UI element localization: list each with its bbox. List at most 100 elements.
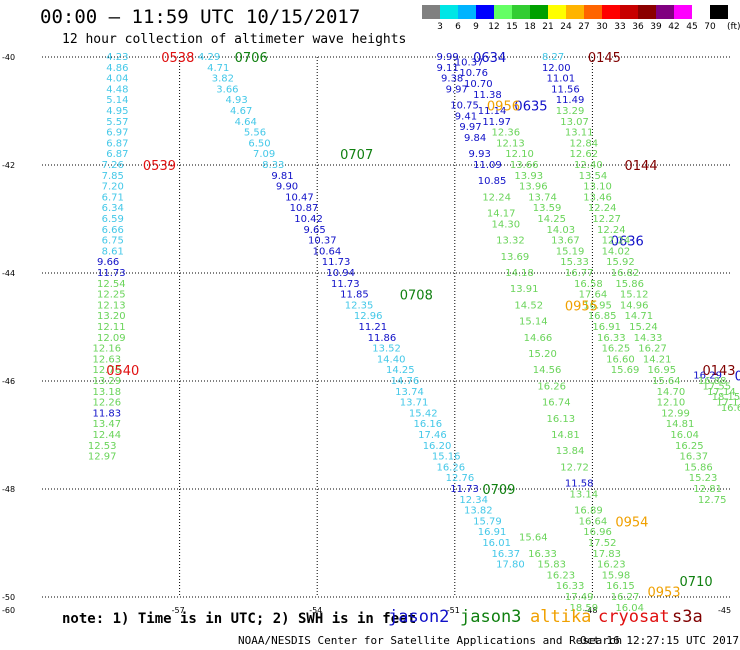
wave-height-value: 15.12: [620, 290, 649, 301]
color-scale-label: 36: [632, 22, 644, 32]
wave-height-value: 16.58: [574, 279, 603, 290]
wave-height-value: 16.16: [414, 419, 443, 430]
wave-height-value: 7.20: [102, 182, 124, 193]
color-swatch: [548, 5, 566, 19]
wave-height-value: 16.23: [547, 570, 576, 581]
wave-height-value: 9.99: [436, 52, 458, 63]
wave-height-value: 10.37: [455, 57, 484, 68]
wave-height-value: 13.54: [579, 171, 608, 182]
wave-height-value: 14.25: [386, 365, 415, 376]
wave-height-value: 3.82: [212, 74, 234, 85]
wave-height-value: 16.77: [565, 268, 594, 279]
wave-height-value: 11.83: [92, 408, 121, 419]
wave-height-value: 9.97: [446, 84, 468, 95]
wave-height-value: 4.48: [106, 84, 128, 95]
wave-height-value: 15.83: [537, 560, 566, 571]
wave-height-value: 6.87: [106, 138, 128, 149]
wave-height-value: 4.95: [106, 106, 128, 117]
wave-height-value: 16.29: [693, 371, 722, 382]
color-scale-label: 70: [704, 22, 716, 32]
wave-height-value: 4.64: [235, 117, 257, 128]
color-swatch: [656, 5, 674, 19]
wave-height-value: 6.71: [102, 192, 124, 203]
wave-height-value: 6.59: [102, 214, 124, 225]
wave-height-value: 15.24: [629, 322, 658, 333]
color-scale-label: 33: [614, 22, 626, 32]
wave-height-value: 13.10: [583, 182, 612, 193]
wave-height-value: 16.6: [721, 403, 740, 414]
wave-height-value: 12.10: [657, 398, 686, 409]
wave-height-value: 14.81: [666, 419, 695, 430]
wave-height-value: 11.73: [97, 268, 126, 279]
wave-height-value: 16.60: [606, 354, 635, 365]
wave-height-value: 10.64: [313, 246, 342, 257]
wave-height-value: 13.47: [92, 419, 121, 430]
wave-height-value: 12.72: [560, 462, 589, 473]
map-subtitle: 12 hour collection of altimeter wave hei…: [62, 32, 407, 47]
wave-height-value: 16.64: [579, 516, 608, 527]
wave-height-value: 16.01: [482, 538, 511, 549]
wave-height-value: 17.55: [702, 381, 731, 392]
wave-height-value: 10.42: [294, 214, 323, 225]
lat-tick-label: -44: [2, 269, 15, 278]
wave-height-value: 16.15: [606, 581, 635, 592]
color-scale-label: 24: [560, 22, 572, 32]
color-swatch: [638, 5, 656, 19]
wave-height-value: 13.29: [92, 376, 121, 387]
color-scale-label: 3: [437, 22, 443, 32]
wave-height-value: 14.17: [487, 209, 516, 220]
color-swatch: [692, 5, 710, 19]
color-swatch: [512, 5, 530, 19]
wave-height-value: 13.32: [496, 236, 525, 247]
wave-height-value: 13.69: [501, 252, 530, 263]
pass-time-label: 0144: [625, 159, 658, 174]
color-scale-label: 27: [578, 22, 590, 32]
wave-height-value: 16.95: [583, 300, 612, 311]
wave-height-value: 16.23: [597, 560, 626, 571]
wave-height-value: 4.71: [207, 63, 229, 74]
wave-height-value: 16.26: [436, 462, 465, 473]
wave-height-value: 13.46: [583, 192, 612, 203]
wave-height-value: 16.04: [615, 603, 644, 614]
wave-height-value: 16.26: [537, 381, 566, 392]
lat-tick-label: -42: [2, 161, 15, 170]
legend-s3a: s3a: [672, 607, 703, 627]
wave-height-value: 16.95: [647, 365, 676, 376]
wave-height-value: 12.25: [97, 290, 126, 301]
wave-height-value: 13.67: [551, 236, 580, 247]
wave-height-value: 15.16: [432, 452, 461, 463]
wave-height-value: 13.82: [464, 506, 493, 517]
wave-height-value: 17.46: [418, 430, 447, 441]
wave-height-value: 13.18: [92, 387, 121, 398]
color-swatch: [602, 5, 620, 19]
wave-height-value: 9.90: [276, 182, 298, 193]
wave-height-value: 12.36: [491, 128, 520, 139]
pass-time-label: 0540: [106, 364, 139, 379]
wave-height-value: 12.24: [588, 203, 617, 214]
legend-altika: altika: [530, 607, 592, 627]
wave-height-value: 11.73: [322, 257, 351, 268]
legend-cryosat: cryosat: [598, 607, 670, 627]
wave-height-value: 4.93: [225, 95, 247, 106]
color-swatch: [440, 5, 458, 19]
wave-height-value: 14.02: [602, 246, 631, 257]
wave-height-value: 15.33: [560, 257, 589, 268]
lat-tick-label: -48: [2, 485, 15, 494]
wave-height-value: 12.40: [574, 160, 603, 171]
color-swatch: [530, 5, 548, 19]
pass-time-label: 0955: [565, 299, 598, 314]
credit-line: NOAA/NESDIS Center for Satellite Applica…: [238, 634, 623, 647]
wave-height-value: 11.38: [473, 90, 502, 101]
wave-height-value: 13.14: [569, 489, 598, 500]
wave-height-value: 9.11: [436, 63, 458, 74]
lon-tick-label: -57: [172, 606, 185, 615]
wave-height-value: 3.66: [216, 84, 238, 95]
map-title: 00:00 – 11:59 UTC 10/15/2017: [40, 6, 361, 28]
wave-height-value: 14.56: [533, 365, 562, 376]
wave-height-value: 13.96: [519, 182, 548, 193]
wave-height-value: 12.54: [97, 279, 126, 290]
wave-height-value: 10.85: [478, 176, 507, 187]
lon-tick-label: -60: [2, 606, 15, 615]
pass-time-label: 0539: [143, 159, 176, 174]
wave-height-value: 10.70: [464, 79, 493, 90]
